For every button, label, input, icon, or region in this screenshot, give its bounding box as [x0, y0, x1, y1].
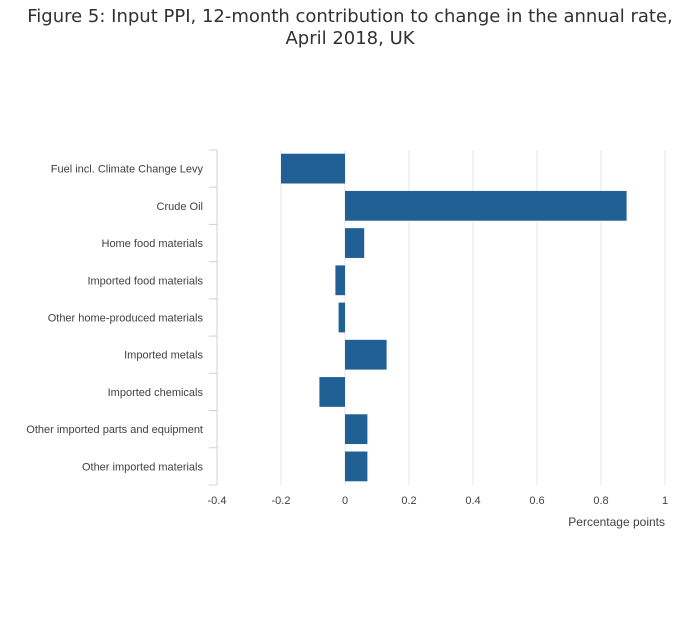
- x-tick-label: 0.6: [529, 495, 544, 507]
- x-tick-label: 0.4: [465, 495, 480, 507]
- category-label: Imported chemicals: [108, 387, 204, 399]
- x-tick-label: 0.2: [401, 495, 416, 507]
- category-label: Imported food materials: [87, 275, 203, 287]
- y-axis: [209, 149, 218, 486]
- category-labels: Fuel incl. Climate Change Levy Crude Oil H…: [26, 164, 203, 474]
- chart-title-line-2: April 2018, UK: [285, 28, 415, 49]
- bar: [338, 302, 345, 333]
- category-label: Other imported materials: [82, 461, 204, 473]
- bar: [281, 153, 345, 184]
- x-tick-label: 0.8: [593, 495, 608, 507]
- category-label: Other imported parts and equipment: [26, 424, 203, 436]
- bar: [319, 377, 345, 407]
- bars: [281, 153, 627, 482]
- bar: [345, 228, 365, 258]
- x-axis-title: Percentage points: [568, 515, 665, 529]
- x-tick-label: 1: [662, 495, 668, 507]
- chart-title-line-1: Figure 5: Input PPI, 12-month contributi…: [27, 6, 673, 27]
- bar: [335, 265, 345, 296]
- category-label: Crude Oil: [157, 201, 203, 213]
- bar: [345, 451, 368, 482]
- x-tick-labels: -0.4 -0.2 0 0.2 0.4 0.6 0.8 1: [208, 495, 669, 507]
- bar: [345, 190, 627, 221]
- chart-title: Figure 5: Input PPI, 12-month contributi…: [0, 6, 700, 50]
- category-label: Other home-produced materials: [48, 313, 204, 325]
- category-label: Fuel incl. Climate Change Levy: [51, 164, 204, 176]
- bar: [345, 414, 368, 445]
- category-label: Imported metals: [124, 350, 203, 362]
- x-tick-label: -0.4: [208, 495, 227, 507]
- x-tick-label: -0.2: [272, 495, 291, 507]
- x-tick-label: 0: [342, 495, 348, 507]
- bar: [345, 339, 387, 370]
- category-label: Home food materials: [102, 238, 204, 250]
